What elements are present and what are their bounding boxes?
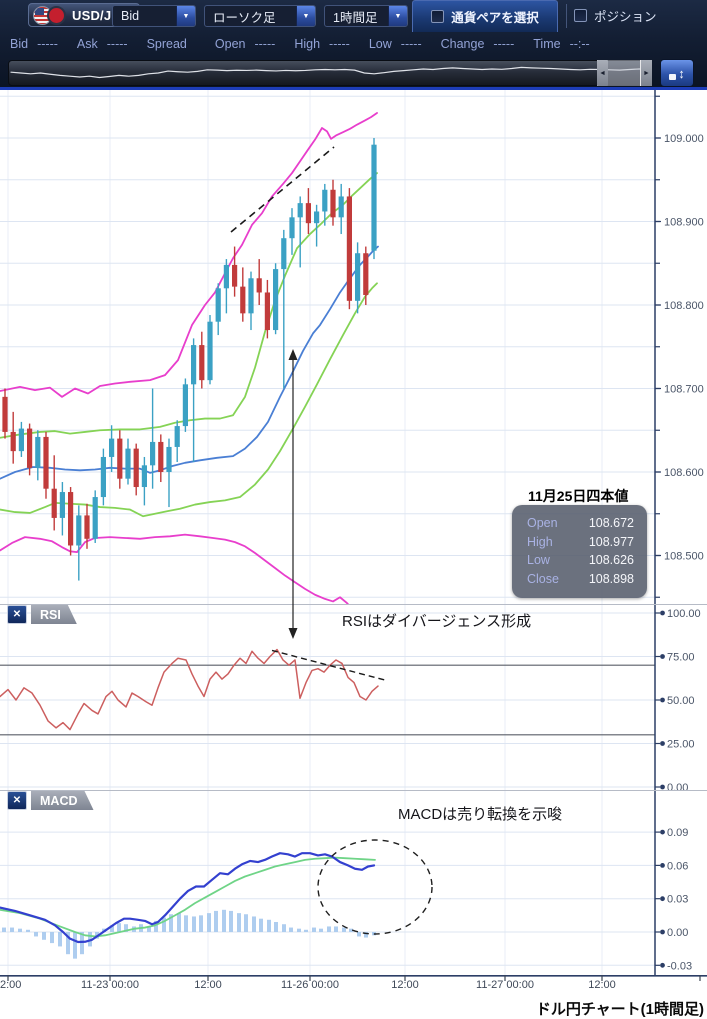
svg-text:108.900: 108.900 bbox=[664, 217, 704, 229]
macd-histogram bbox=[2, 909, 376, 959]
open-label: Open bbox=[214, 37, 246, 51]
overview-sparkline bbox=[10, 66, 650, 79]
svg-text:108.600: 108.600 bbox=[664, 467, 704, 479]
svg-text:0.03: 0.03 bbox=[667, 894, 688, 906]
pane-separator bbox=[0, 790, 707, 791]
change-value: ----- bbox=[493, 37, 515, 51]
macd-tab: ✕ MACD bbox=[7, 791, 94, 810]
rsi-annotation: RSIはダイバージェンス形成 bbox=[342, 613, 532, 630]
quote-bar: Bid ----- Ask ----- Spread Open ----- High -… bbox=[0, 32, 707, 56]
tooltip-close-value: 108.898 bbox=[588, 571, 634, 586]
header: USD/JPY Bid ▼ ローソク足 ▼ 1時間足 ▼ 通貨ペアを選択 ポジシ… bbox=[0, 0, 707, 90]
overview-navigator[interactable] bbox=[8, 60, 652, 86]
x-axis-label: 12:00 bbox=[391, 979, 419, 991]
svg-text:0.09: 0.09 bbox=[667, 827, 688, 839]
svg-text:50.00: 50.00 bbox=[667, 695, 695, 707]
x-axis-label: 11-27 00:00 bbox=[476, 979, 534, 991]
navigator-right-arrow-icon[interactable]: ► bbox=[641, 60, 652, 86]
price-type-select[interactable]: Bid ▼ bbox=[112, 5, 196, 27]
chart-type-value: ローソク足 bbox=[213, 10, 276, 25]
tooltip-open-value: 108.672 bbox=[588, 516, 634, 530]
ask-value: ----- bbox=[106, 37, 128, 51]
change-label: Change bbox=[440, 37, 485, 51]
tooltip-high-value: 108.977 bbox=[588, 534, 634, 549]
ohlc-tooltip: Open 108.672 High 108.977 Low 108.626 Close… bbox=[512, 505, 647, 598]
svg-text:0.06: 0.06 bbox=[667, 860, 688, 872]
chevron-down-icon[interactable]: ▼ bbox=[296, 6, 315, 26]
time-label: Time bbox=[533, 37, 561, 51]
rsi-tab: ✕ RSI bbox=[7, 605, 77, 624]
updown-arrow-icon: ↕ bbox=[678, 65, 685, 81]
svg-text:-0.03: -0.03 bbox=[667, 960, 692, 972]
open-value: ----- bbox=[254, 37, 276, 51]
macd-tab-label: MACD bbox=[31, 791, 94, 810]
select-pair-checkbox[interactable] bbox=[431, 10, 445, 23]
position-label: ポジション bbox=[594, 10, 657, 24]
navigator-left-arrow-icon[interactable]: ◄ bbox=[597, 60, 608, 86]
bid-label: Bid bbox=[10, 37, 29, 51]
x-axis-label: 12:00 bbox=[194, 979, 222, 991]
close-icon[interactable]: ✕ bbox=[7, 791, 27, 810]
chart-scale-button[interactable]: ↕ bbox=[660, 59, 694, 87]
tooltip-open-label: Open bbox=[527, 516, 558, 530]
position-section: ポジション bbox=[574, 6, 657, 25]
timeframe-value: 1時間足 bbox=[333, 10, 378, 25]
high-value: ----- bbox=[329, 37, 350, 51]
toolbar-divider bbox=[566, 4, 567, 28]
macd-annotation: MACDは売り転換を示唆 bbox=[398, 806, 563, 823]
price-type-value: Bid bbox=[121, 9, 140, 23]
tooltip-high-label: High bbox=[527, 534, 553, 549]
low-value: ----- bbox=[400, 37, 422, 51]
svg-text:75.00: 75.00 bbox=[667, 652, 695, 664]
select-pair-panel[interactable]: 通貨ペアを選択 bbox=[412, 0, 558, 32]
chart-scale-icon bbox=[669, 74, 677, 80]
spread-label: Spread bbox=[146, 37, 187, 51]
svg-text:100.00: 100.00 bbox=[667, 608, 701, 620]
japan-flag-icon bbox=[47, 5, 66, 25]
tooltip-low-label: Low bbox=[527, 553, 550, 567]
rsi-tab-label: RSI bbox=[31, 605, 77, 624]
svg-text:25.00: 25.00 bbox=[667, 739, 695, 751]
chart-footer-title: ドル円チャート(1時間足) bbox=[535, 1001, 704, 1018]
svg-text:0.00: 0.00 bbox=[667, 927, 688, 939]
svg-text:108.500: 108.500 bbox=[664, 551, 704, 563]
timeframe-select[interactable]: 1時間足 ▼ bbox=[324, 5, 408, 27]
high-label: High bbox=[294, 37, 321, 51]
pane-separator bbox=[0, 604, 707, 605]
x-axis-label: 11-23 00:00 bbox=[81, 979, 139, 991]
ask-label: Ask bbox=[76, 37, 98, 51]
chart-type-select[interactable]: ローソク足 ▼ bbox=[204, 5, 316, 27]
bollinger-bands bbox=[0, 112, 379, 604]
tooltip-low-value: 108.626 bbox=[588, 553, 634, 567]
bid-value: ----- bbox=[37, 37, 58, 51]
svg-text:108.800: 108.800 bbox=[664, 300, 704, 312]
tooltip-close-label: Close bbox=[527, 571, 559, 586]
svg-text:0.00: 0.00 bbox=[667, 782, 688, 790]
time-axis: 2:00 11-23 00:00 12:00 11-26 00:00 12:00 11-2… bbox=[0, 975, 707, 1019]
toolbar: USD/JPY Bid ▼ ローソク足 ▼ 1時間足 ▼ 通貨ペアを選択 ポジシ… bbox=[0, 0, 707, 32]
low-label: Low bbox=[368, 37, 392, 51]
chevron-down-icon[interactable]: ▼ bbox=[388, 6, 407, 26]
svg-text:109.000: 109.000 bbox=[664, 133, 704, 145]
rsi-pane[interactable]: 100.00 75.00 50.00 25.00 0.00 bbox=[0, 605, 707, 790]
chevron-down-icon[interactable]: ▼ bbox=[176, 6, 195, 26]
time-value: --:-- bbox=[569, 37, 590, 51]
x-axis-label: 12:00 bbox=[588, 979, 616, 991]
candles bbox=[2, 138, 377, 581]
x-axis-label: 2:00 bbox=[0, 979, 22, 991]
svg-text:108.700: 108.700 bbox=[664, 384, 704, 396]
position-checkbox[interactable] bbox=[574, 9, 587, 22]
x-axis-label: 11-26 00:00 bbox=[281, 979, 339, 991]
ohlc-tooltip-title: 11月25日四本値 bbox=[528, 488, 629, 504]
select-pair-label: 通貨ペアを選択 bbox=[451, 11, 539, 25]
close-icon[interactable]: ✕ bbox=[7, 605, 27, 624]
macd-pane[interactable]: 0.09 0.06 0.03 0.00 -0.03 bbox=[0, 791, 707, 975]
